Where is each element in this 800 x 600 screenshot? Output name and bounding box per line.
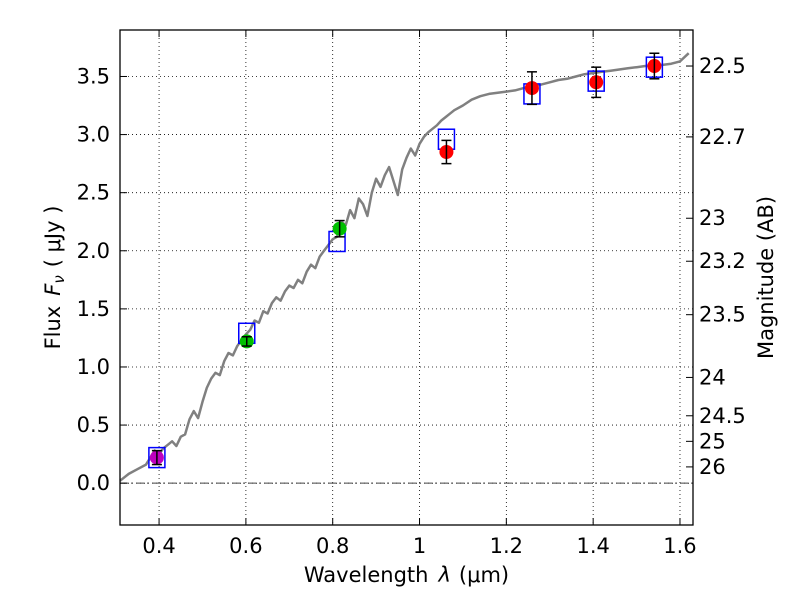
right-axis-label: Magnitude (AB) bbox=[754, 196, 778, 359]
y-tick-label: 3.0 bbox=[77, 123, 110, 147]
y2-tick-label: 22.7 bbox=[699, 125, 746, 149]
y2-tick-label: 26 bbox=[699, 455, 726, 479]
y2-tick-label: 24 bbox=[699, 365, 726, 389]
y-axis-label: FluxFν( μJy ) bbox=[41, 206, 68, 350]
axis-ticks: 0.4 0.6 0.8 1 1.2 1.4 1.6 0.0 0.5 1.0 1.5 2.0 2.5 3.0… bbox=[77, 30, 746, 558]
x-axis-label: Wavelength λ (μm) bbox=[304, 563, 509, 587]
y2-tick-label: 22.5 bbox=[699, 54, 746, 78]
y2-tick-label: 25 bbox=[699, 429, 726, 453]
plot-frame bbox=[119, 29, 694, 526]
observed-photometry-points bbox=[149, 52, 662, 466]
grid bbox=[120, 30, 693, 525]
x-tick-label: 1.2 bbox=[490, 534, 523, 558]
y2-tick-label: 23 bbox=[699, 206, 726, 230]
y-tick-label: 2.5 bbox=[77, 181, 110, 205]
x-tick-label: 1 bbox=[413, 534, 426, 558]
x-tick-label: 1.4 bbox=[576, 534, 609, 558]
y-tick-label: 0.5 bbox=[77, 413, 110, 437]
x-tick-label: 0.6 bbox=[229, 534, 262, 558]
x-tick-label: 0.4 bbox=[142, 534, 175, 558]
y2-tick-label: 23.5 bbox=[699, 303, 746, 327]
x-tick-label: 0.8 bbox=[316, 534, 349, 558]
x-tick-label: 1.6 bbox=[663, 534, 696, 558]
y-tick-label: 3.5 bbox=[77, 64, 110, 88]
y-tick-label: 2.0 bbox=[77, 239, 110, 263]
y-tick-label: 0.0 bbox=[77, 471, 110, 495]
y2-tick-label: 23.2 bbox=[699, 249, 746, 273]
model-spectrum-line bbox=[119, 52, 690, 482]
y2-tick-label: 24.5 bbox=[699, 404, 746, 428]
model-square-marker bbox=[148, 446, 166, 469]
y-tick-label: 1.0 bbox=[77, 355, 110, 379]
y-tick-label: 1.5 bbox=[77, 297, 110, 321]
model-photometry-squares bbox=[148, 56, 664, 469]
